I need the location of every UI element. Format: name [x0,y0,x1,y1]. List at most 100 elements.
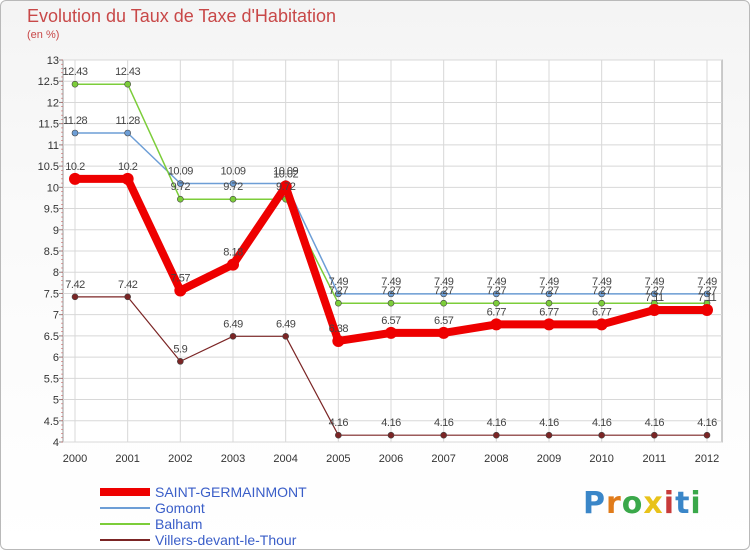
data-point [124,80,131,88]
data-label: 11.28 [63,115,88,127]
x-tick-label: 2006 [379,453,403,465]
data-label: 7.49 [539,276,559,288]
legend-swatch [100,488,150,496]
legend-item: SAINT-GERMAINMONT [100,484,360,500]
data-label: 10.09 [220,166,245,178]
data-label: 6.57 [434,315,454,327]
data-point [332,334,345,347]
data-point [71,80,79,88]
x-tick-label: 2003 [221,453,245,465]
data-label: 7.42 [65,279,85,291]
y-tick-label: 4.5 [44,416,59,428]
data-point [648,303,661,316]
logo-letter: x [643,486,664,521]
legend-swatch [100,507,150,509]
data-point [71,129,79,137]
data-point [440,431,447,439]
legend-label: Villers-devant-le-Thour [155,532,297,548]
y-tick-label: 10.5 [38,161,59,173]
data-label: 10.09 [273,166,298,178]
chart-subtitle: (en %) [27,29,60,41]
logo-letter: r [606,486,622,521]
y-tick-label: 5.5 [44,373,59,385]
data-point [174,284,187,297]
y-tick-label: 7 [53,310,59,322]
data-point [595,318,608,331]
legend-swatch [100,523,150,525]
data-point [598,431,605,439]
data-label: 10.2 [65,161,85,173]
data-point [124,293,131,301]
data-point [545,290,553,298]
data-point [543,318,555,331]
data-label: 7.49 [592,276,612,288]
data-point [229,180,237,187]
data-point [177,195,184,203]
y-tick-label: 13 [47,55,59,67]
data-point [440,290,447,298]
data-label: 7.57 [171,272,191,284]
data-label: 9.72 [171,181,191,193]
data-point [335,299,342,307]
x-tick-label: 2001 [115,453,139,465]
data-point [177,180,184,187]
data-label: 7.49 [645,276,665,288]
data-label: 10.2 [118,161,138,173]
logo-letter: P [583,486,606,521]
data-label: 6.38 [329,323,349,335]
data-point [493,299,500,307]
data-label: 4.16 [592,417,612,429]
x-tick-label: 2010 [589,453,613,465]
data-label: 4.16 [645,417,665,429]
y-tick-label: 12 [47,97,59,109]
data-point [282,333,289,340]
data-label: 7.49 [434,276,454,288]
chart-title: Evolution du Taux de Taxe d'Habitation [27,6,336,26]
data-point [701,303,713,316]
x-tick-label: 2005 [326,453,350,465]
data-point [651,431,658,439]
logo-letter: i [690,486,702,521]
data-point [387,290,395,298]
data-label: 6.77 [592,306,612,318]
legend-label: SAINT-GERMAINMONT [155,484,307,500]
data-point [335,431,342,439]
x-tick-label: 2004 [273,453,297,465]
data-label: 8.18 [223,247,243,259]
y-tick-label: 9.5 [44,204,59,216]
data-point [437,326,450,339]
data-label: 7.27 [697,285,717,297]
y-tick-label: 5 [53,395,59,407]
data-point [279,180,292,193]
data-label: 4.16 [381,417,401,429]
y-tick-label: 10 [47,182,59,194]
legend-item: Gomont [100,500,360,516]
data-label: 7.27 [434,285,454,297]
data-label: 7.49 [329,276,349,288]
data-label: 7.27 [592,285,612,297]
data-label: 7.27 [381,285,401,297]
data-point [387,299,395,307]
data-point [545,299,553,307]
data-label: 12.43 [115,66,140,78]
x-tick-label: 2011 [643,453,667,465]
data-point [335,290,342,298]
data-label: 6.77 [539,306,559,318]
data-point [493,290,500,298]
legend-item: Villers-devant-le-Thour [100,532,360,548]
data-point [69,172,81,185]
data-label: 10.02 [273,168,298,180]
data-label: 7.11 [645,292,664,304]
data-label: 9.72 [223,181,243,193]
data-label: 4.16 [434,417,454,429]
y-tick-label: 7.5 [44,288,59,300]
x-tick-label: 2002 [168,453,192,465]
y-tick-label: 12.5 [38,76,59,88]
data-label: 7.27 [539,285,559,297]
data-point [177,358,184,365]
legend-swatch [100,539,150,541]
y-tick-label: 6.5 [44,331,59,343]
data-label: 6.49 [223,318,243,330]
y-tick-label: 11.5 [38,119,59,131]
